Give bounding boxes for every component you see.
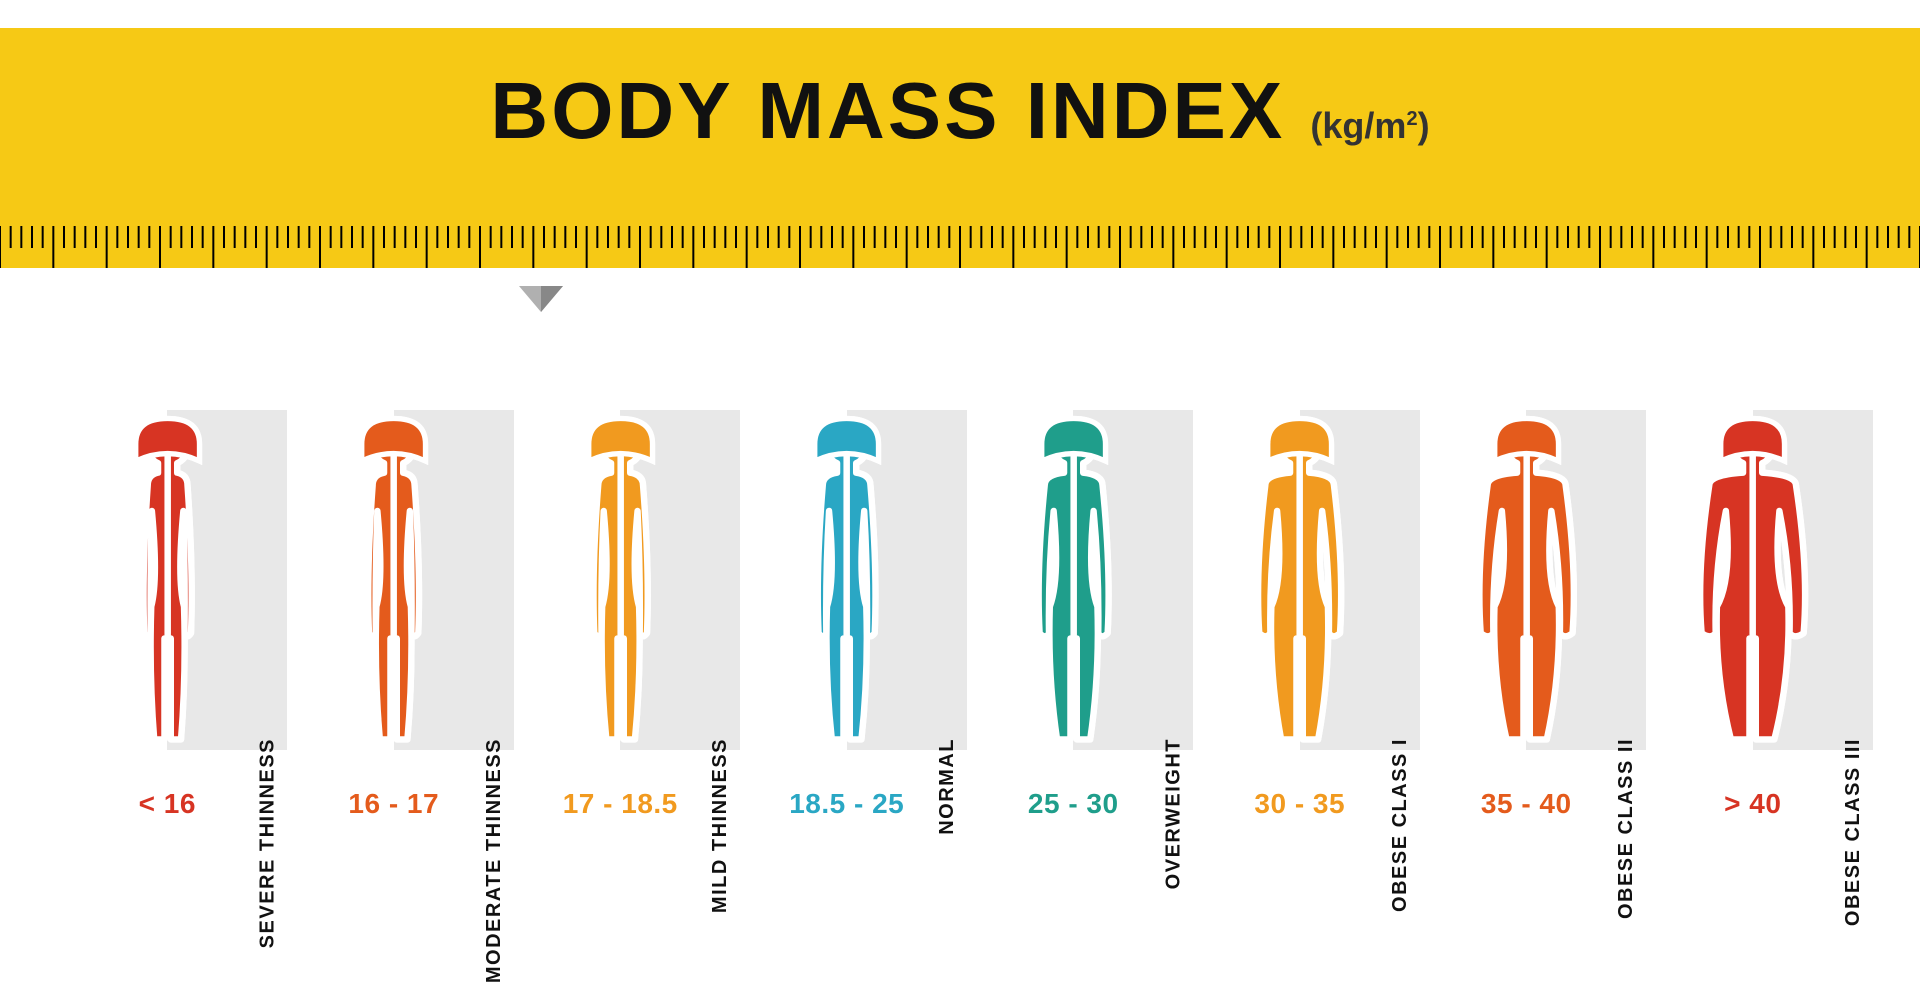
category-range: 18.5 - 25 <box>789 788 904 820</box>
body-silhouette-icon <box>1646 410 1861 750</box>
category-1: MODERATE THINNESS 16 - 17 <box>287 410 502 820</box>
category-label: SEVERE THINNESS <box>256 738 279 948</box>
category-label: OBESE CLASS I <box>1389 738 1412 912</box>
body-silhouette-icon <box>1193 410 1408 750</box>
ruler <box>0 226 1920 286</box>
category-range: > 40 <box>1724 788 1781 820</box>
category-label: MODERATE THINNESS <box>483 738 506 983</box>
body-silhouette-icon <box>287 410 502 750</box>
title-unit: (kg/m2) <box>1310 105 1429 146</box>
category-3: NORMAL 18.5 - 25 <box>740 410 955 820</box>
ruler-pointer <box>519 286 563 312</box>
category-label: MILD THINNESS <box>709 738 732 913</box>
body-silhouette-icon <box>60 410 275 750</box>
category-label: NORMAL <box>936 738 959 835</box>
body-silhouette-icon <box>740 410 955 750</box>
category-range: 35 - 40 <box>1481 788 1572 820</box>
category-2: MILD THINNESS 17 - 18.5 <box>513 410 728 820</box>
category-label: OBESE CLASS III <box>1842 738 1865 926</box>
title-text: BODY MASS INDEX <box>490 66 1285 155</box>
category-range: 16 - 17 <box>348 788 439 820</box>
category-0: SEVERE THINNESS < 16 <box>60 410 275 820</box>
categories-row: SEVERE THINNESS < 16MODERATE THINNESS 16… <box>60 410 1860 820</box>
body-silhouette-icon <box>1419 410 1634 750</box>
category-range: 17 - 18.5 <box>563 788 678 820</box>
category-6: OBESE CLASS II 35 - 40 <box>1419 410 1634 820</box>
body-silhouette-icon <box>966 410 1181 750</box>
category-7: OBESE CLASS III > 40 <box>1646 410 1861 820</box>
category-4: OVERWEIGHT 25 - 30 <box>966 410 1181 820</box>
category-label: OBESE CLASS II <box>1615 738 1638 919</box>
category-label: OVERWEIGHT <box>1162 738 1185 889</box>
category-range: < 16 <box>139 788 196 820</box>
category-5: OBESE CLASS I 30 - 35 <box>1193 410 1408 820</box>
page-title: BODY MASS INDEX (kg/m2) <box>0 65 1920 157</box>
category-range: 30 - 35 <box>1254 788 1345 820</box>
category-range: 25 - 30 <box>1028 788 1119 820</box>
body-silhouette-icon <box>513 410 728 750</box>
